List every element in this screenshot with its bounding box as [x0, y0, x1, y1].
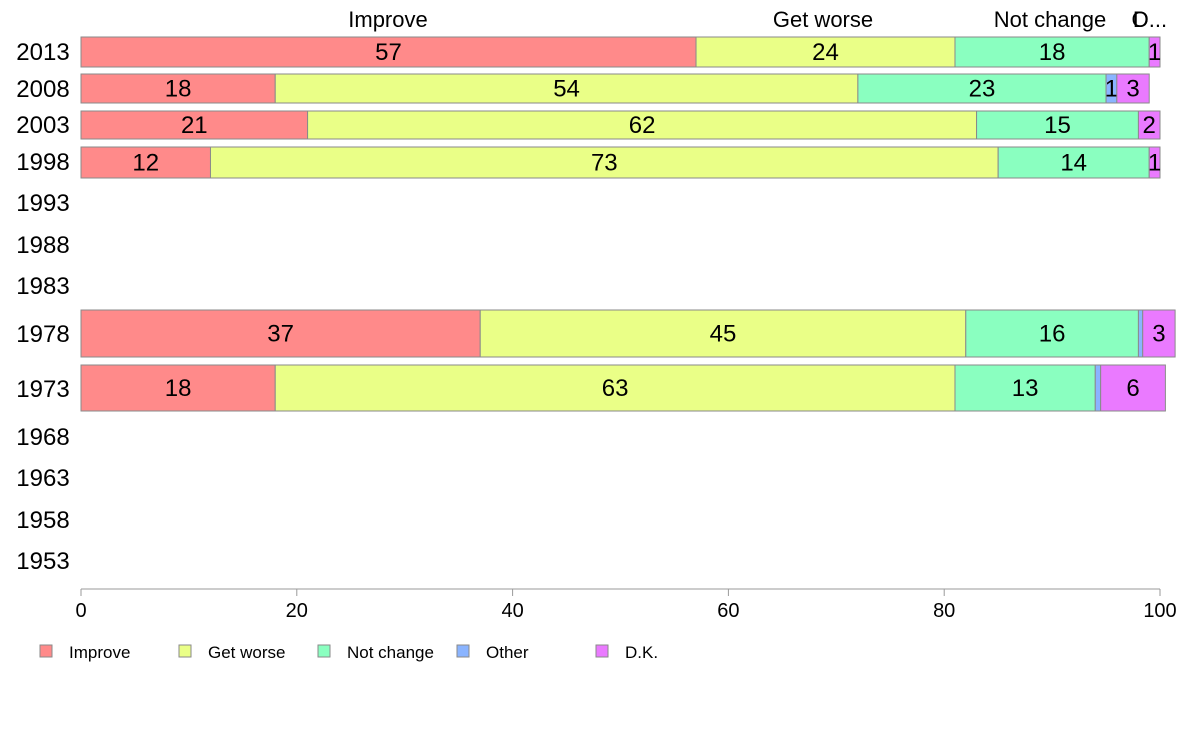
- data-label: 18: [1039, 39, 1066, 66]
- x-tick-label: 0: [75, 600, 86, 622]
- year-label: 1968: [16, 424, 69, 451]
- legend-label: Get worse: [208, 643, 285, 662]
- data-label: 3: [1126, 76, 1139, 103]
- data-label: 15: [1044, 112, 1071, 139]
- data-label: 63: [602, 375, 629, 402]
- bar-segment: [274, 73, 859, 104]
- year-label: 2008: [16, 76, 69, 103]
- year-label: 1963: [16, 465, 69, 492]
- data-label: 57: [375, 39, 402, 66]
- top-label-4: D...: [1133, 7, 1167, 32]
- data-label: 37: [267, 321, 294, 348]
- data-label: 1: [1105, 76, 1118, 103]
- data-label: 6: [1126, 375, 1139, 402]
- bar-segment: [1148, 146, 1161, 179]
- legend-label: Other: [486, 643, 529, 662]
- bar-segment: [80, 146, 211, 179]
- data-label: 23: [969, 76, 996, 103]
- year-label: 2003: [16, 112, 69, 139]
- top-label-1: Get worse: [773, 7, 873, 32]
- bar-segment: [857, 73, 1107, 104]
- legend-swatch: [39, 644, 53, 658]
- x-tick-label: 80: [933, 600, 955, 622]
- legend-label: D.K.: [625, 643, 658, 662]
- year-label: 1998: [16, 149, 69, 176]
- bar-segment: [1142, 309, 1176, 358]
- bar-segment: [997, 146, 1150, 179]
- bar-segment: [307, 110, 978, 140]
- bar-segment: [1100, 364, 1166, 412]
- legend: Improve Get worse Not change Other D.K.: [39, 643, 658, 662]
- top-category-labels: Improve Get worse Not change OD...: [348, 7, 1167, 32]
- legend-swatch: [317, 644, 331, 658]
- year-label: 1993: [16, 190, 69, 217]
- bar-segment: [1116, 73, 1150, 104]
- data-label: 2: [1143, 112, 1156, 139]
- bar-segment: [209, 146, 999, 179]
- year-label: 1973: [16, 376, 69, 403]
- bar-segment: [80, 364, 276, 412]
- data-label: 45: [710, 321, 737, 348]
- data-label: 12: [132, 150, 159, 177]
- legend-label: Improve: [69, 643, 130, 662]
- bar-segment: [1137, 309, 1144, 358]
- data-label: 1: [1148, 150, 1161, 177]
- bar-segment: [479, 309, 967, 358]
- x-tick-label: 60: [717, 600, 739, 622]
- x-axis: 0 20 40 60 80 100: [75, 588, 1177, 622]
- data-label: 54: [553, 76, 580, 103]
- bar-segment: [965, 309, 1139, 358]
- legend-swatch: [456, 644, 470, 658]
- data-label: 14: [1060, 150, 1087, 177]
- year-label: 1958: [16, 507, 69, 534]
- data-label: 24: [812, 39, 839, 66]
- bar-segment: [274, 364, 956, 412]
- data-label: 73: [591, 150, 618, 177]
- data-label: 18: [165, 76, 192, 103]
- year-label: 2013: [16, 39, 69, 66]
- legend-label: Not change: [347, 643, 434, 662]
- top-label-2: Not change: [994, 7, 1107, 32]
- top-label-3: O: [1131, 7, 1148, 32]
- data-label: 1: [1148, 39, 1161, 66]
- bar-segment: [80, 73, 276, 104]
- data-label: 18: [165, 375, 192, 402]
- x-tick-label: 100: [1143, 600, 1176, 622]
- x-tick-label: 40: [501, 600, 523, 622]
- data-label: 21: [181, 112, 208, 139]
- data-label: 62: [629, 112, 656, 139]
- year-label: 1988: [16, 232, 69, 259]
- bar-segment: [1094, 364, 1102, 412]
- data-label: 13: [1012, 375, 1039, 402]
- legend-swatch: [178, 644, 192, 658]
- bar-segment: [1137, 110, 1161, 140]
- data-label: 3: [1152, 321, 1165, 348]
- bar-segment: [1148, 36, 1161, 68]
- bar-segment: [80, 309, 481, 358]
- year-label: 1983: [16, 273, 69, 300]
- bar-segment: [695, 36, 956, 68]
- data-label: 16: [1039, 321, 1066, 348]
- legend-swatch: [595, 644, 609, 658]
- year-label: 1953: [16, 548, 69, 575]
- year-label: 1978: [16, 321, 69, 348]
- x-tick-label: 20: [286, 600, 308, 622]
- top-label-0: Improve: [348, 7, 427, 32]
